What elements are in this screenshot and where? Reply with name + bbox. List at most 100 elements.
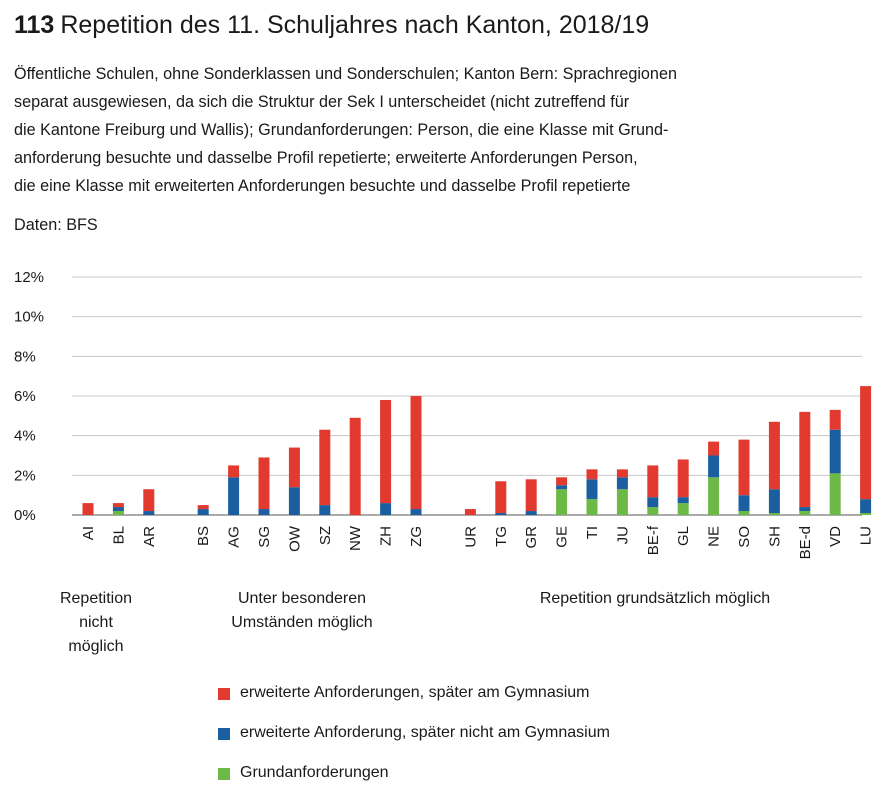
legend-item-nicht-gym: erweiterte Anforderung, später nicht am … [218,720,610,746]
bar-segment-nicht_gym-zh [380,503,392,515]
legend-label-grund: Grundanforderungen [240,764,389,781]
y-tick-label: 6% [14,388,36,405]
bar-segment-gym-bl [112,503,124,508]
x-tick-label: BE-f [645,525,662,555]
x-tick-label: VD [827,526,844,547]
bar-segment-gym-ai [82,503,94,515]
chart-subtitle: Öffentliche Schulen, ohne Sonderklassen … [14,60,864,200]
bar-segment-grund-ge [556,489,568,515]
bar-segment-nicht_gym-be-d [799,507,811,512]
bar-segment-gym-ur [464,509,476,515]
bar-segment-gym-tg [495,481,507,514]
group-label-line: Unter besonderen [237,590,367,607]
bar-segment-nicht_gym-vd [829,429,841,474]
x-tick-label: SG [256,526,273,548]
y-tick-label: 10% [14,309,44,326]
legend-swatch-grund [218,768,230,780]
x-tick-label: BE-d [797,526,814,559]
bar-segment-gym-ge [556,477,568,486]
y-tick-label: 12% [14,269,44,286]
bar-segment-gym-lu [860,386,872,500]
bar-segment-grund-so [738,511,750,515]
bar-segment-nicht_gym-ag [228,477,240,515]
group-label-line: Repetition grundsätzlich möglich [539,590,771,607]
bar-segment-grund-ne [708,477,720,515]
bar-segment-gym-ag [228,465,240,478]
bar-segment-gym-so [738,439,750,496]
subtitle-line: Öffentliche Schulen, ohne Sonderklassen … [14,65,677,83]
legend-item-gym: erweiterte Anforderungen, später am Gymn… [218,680,610,706]
bar-segment-grund-gl [677,503,689,515]
bar-segment-gym-be-f [647,465,659,498]
x-tick-label: LU [858,526,873,545]
group-label-generally-possible: Repetition grundsätzlich möglich [500,587,810,611]
legend-label-nicht-gym: erweiterte Anforderung, später nicht am … [240,724,610,741]
y-tick-label: 0% [14,507,36,524]
subtitle-line: die eine Klasse mit erweiterten Anforder… [14,177,631,195]
bar-segment-gym-ow [288,447,300,488]
y-tick-label: 2% [14,467,36,484]
bar-segment-nicht_gym-tg [495,513,507,515]
bar-segment-grund-bl [112,511,124,515]
bar-segment-grund-vd [829,473,841,515]
x-tick-label: GR [523,526,540,549]
bar-segment-grund-lu [860,513,872,515]
x-tick-label: BS [195,526,212,546]
x-tick-label: JU [614,526,631,544]
x-tick-label: TG [493,526,510,547]
bar-segment-gym-zg [410,396,422,510]
subtitle-line: anforderung besuchte und dasselbe Profil… [14,149,638,167]
bar-segment-nicht_gym-be-f [647,497,659,508]
bar-segment-nicht_gym-sg [258,509,270,515]
x-tick-label: ZH [378,526,395,546]
x-tick-label: SO [736,526,753,548]
bar-segment-nicht_gym-so [738,495,750,512]
bar-segment-gym-gl [677,459,689,498]
bar-segment-gym-sg [258,457,270,510]
bar-segment-nicht_gym-sz [319,505,331,515]
group-label-line: Umständen möglich [231,614,373,631]
bar-segment-grund-be-f [647,507,659,515]
x-tick-label: BL [110,526,127,544]
bar-segment-nicht_gym-bs [197,509,209,515]
group-label-special-circumstances: Unter besonderen Umständen möglich [192,587,412,635]
chart-number: 113 [14,11,55,39]
x-tick-label: GL [675,526,692,546]
bar-segment-grund-be-d [799,511,811,515]
x-tick-label: AG [226,526,243,548]
x-tick-label: UR [462,526,479,548]
bar-segment-nicht_gym-zg [410,509,422,515]
bar-segment-nicht_gym-ow [288,487,300,515]
bar-segment-nicht_gym-sh [768,489,780,514]
bar-segment-gym-be-d [799,411,811,508]
bar-segment-nicht_gym-gl [677,497,689,504]
stacked-bar-chart: 0% 2% 4% 6% 8% 10% 12% AI BL AR BS AG SG OW SZ NW ZH ZG UR… [14,269,873,559]
bar-segment-grund-ti [586,499,598,515]
bar-segment-gym-ju [616,469,628,478]
x-tick-label: ZG [408,526,425,547]
x-tick-label: AI [80,526,97,540]
x-tick-label: NW [347,525,364,551]
legend-label-gym: erweiterte Anforderungen, später am Gymn… [240,684,590,701]
bar-segment-nicht_gym-ge [556,485,568,490]
subtitle-line: die Kantone Freiburg und Wallis); Grunda… [14,121,669,139]
bar-segment-gym-zh [380,399,392,504]
group-label-not-possible: Repetition nicht möglich [36,587,156,659]
x-tick-label: SH [766,526,783,547]
bar-segment-nicht_gym-ju [616,477,628,490]
group-label-line: nicht [79,614,113,631]
group-label-line: Repetition [59,590,133,607]
data-source: Daten: BFS [14,216,98,234]
bar-segment-gym-ti [586,469,598,480]
subtitle-line: separat ausgewiesen, da sich die Struktu… [14,93,630,111]
y-tick-label: 4% [14,428,36,445]
chart-title-text: Repetition des 11. Schuljahres nach Kant… [60,11,650,39]
bar-segment-nicht_gym-gr [525,511,537,515]
legend: erweiterte Anforderungen, später am Gymn… [218,680,610,800]
bar-segment-grund-ju [616,489,628,515]
bar-segment-gym-ar [143,489,155,512]
bar-segment-gym-sz [319,429,331,506]
x-tick-label: AR [141,526,158,547]
x-tick-label: GE [554,526,571,548]
bar-segment-nicht_gym-lu [860,499,872,514]
